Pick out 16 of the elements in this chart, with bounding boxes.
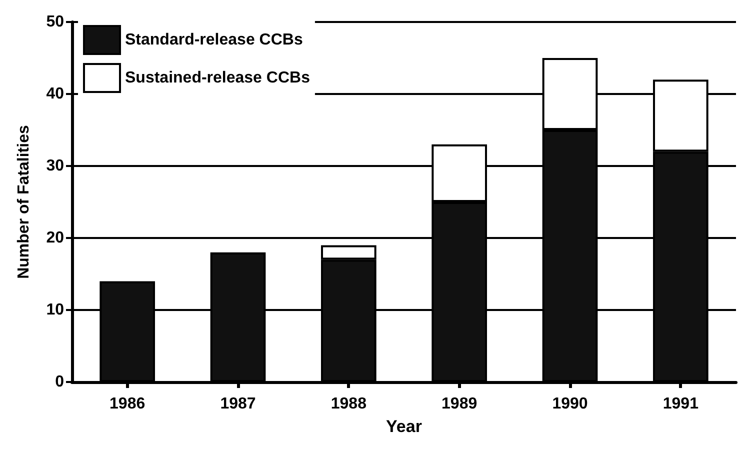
x-tick-label: 1991 — [662, 396, 699, 412]
y-tick-label: 0 — [55, 374, 64, 390]
y-axis-title: Number of Fatalities — [16, 125, 32, 279]
x-tick-label: 1989 — [442, 396, 478, 412]
x-tick-label: 1987 — [220, 396, 256, 412]
y-tick-label: 30 — [46, 158, 64, 174]
y-tick-label: 10 — [46, 302, 64, 318]
y-tick-label: 20 — [46, 230, 64, 246]
x-tick-label: 1990 — [552, 396, 588, 412]
y-tick-label: 50 — [46, 14, 64, 30]
y-tick-label: 40 — [46, 86, 64, 102]
x-axis-title: Year — [386, 417, 422, 436]
x-tick-label: 1988 — [330, 396, 367, 412]
legend-label: Standard-release CCBs — [125, 32, 303, 48]
x-tick-label: 1986 — [110, 396, 146, 412]
legend-label: Sustained-release CCBs — [125, 70, 310, 86]
